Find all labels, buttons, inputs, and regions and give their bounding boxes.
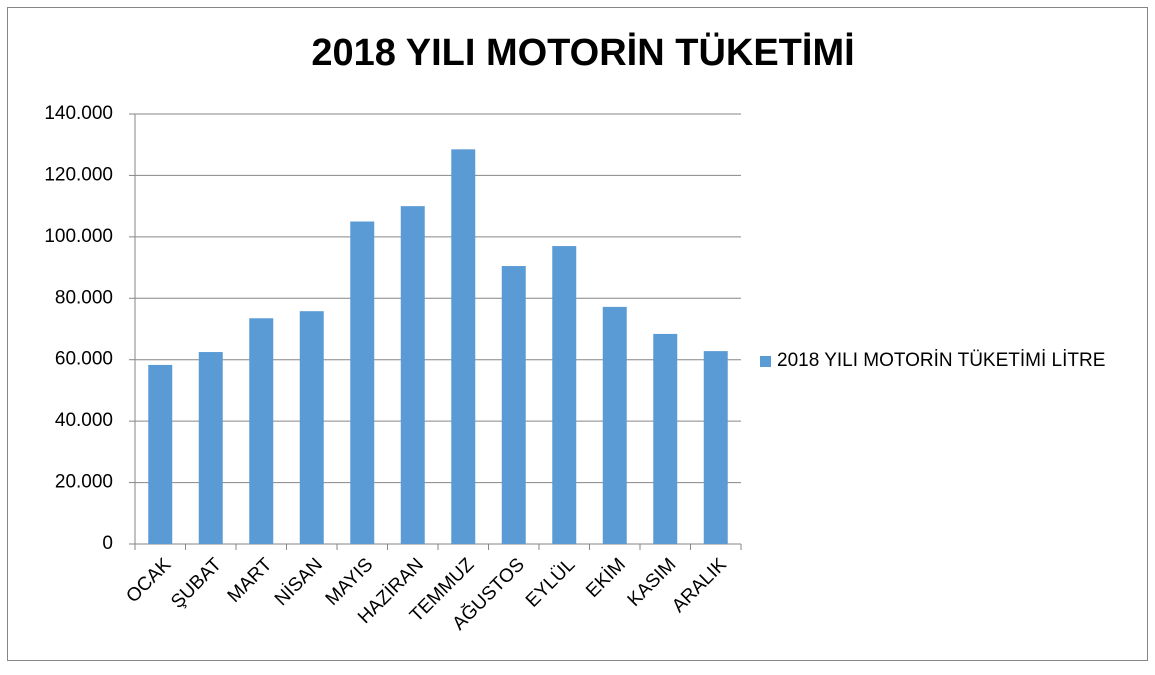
legend-label: 2018 YILI MOTORİN TÜKETİMİ LİTRE <box>777 350 1106 371</box>
bar <box>653 333 678 544</box>
chart-title: 2018 YILI MOTORİN TÜKETİMİ <box>311 31 854 74</box>
legend: 2018 YILI MOTORİN TÜKETİMİ LİTRE <box>760 346 1120 376</box>
bar <box>148 364 173 544</box>
bar <box>451 149 476 545</box>
bar <box>703 351 728 544</box>
y-tick-label: 0 <box>102 533 113 554</box>
y-tick-label: 140.000 <box>44 103 113 124</box>
y-tick-label: 40.000 <box>55 410 113 431</box>
bar <box>299 311 324 544</box>
bar <box>501 266 526 544</box>
y-tick-label: 20.000 <box>55 472 113 493</box>
chart-border <box>7 7 1148 661</box>
bar <box>249 318 274 544</box>
y-tick-label: 120.000 <box>44 164 113 185</box>
bar <box>552 246 577 545</box>
bar <box>350 221 375 544</box>
bar <box>198 352 223 544</box>
y-tick-label: 80.000 <box>55 287 113 308</box>
y-tick-label: 60.000 <box>55 349 113 370</box>
legend-swatch <box>760 356 771 367</box>
bar <box>400 206 425 544</box>
y-tick-label: 100.000 <box>44 226 113 247</box>
bar <box>602 306 627 544</box>
